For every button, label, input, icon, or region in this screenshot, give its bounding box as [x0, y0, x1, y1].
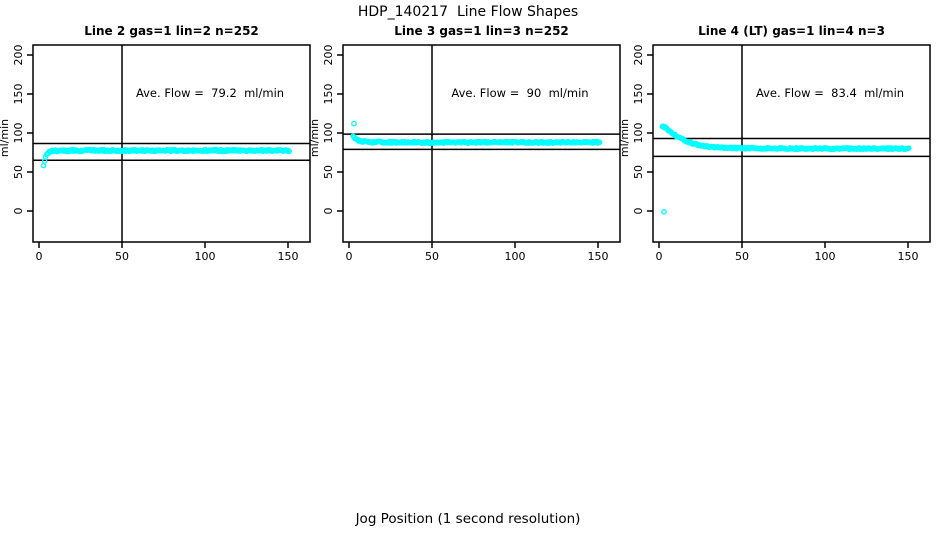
data-points — [40, 146, 292, 169]
annotation-ave-flow: Ave. Flow = 79.2 ml/min — [136, 86, 284, 100]
x-tick-label: 50 — [735, 250, 749, 263]
plot-svg: Line 2 gas=1 lin=2 n=252 0 50 100 150 200 ml/m… — [0, 24, 311, 263]
outlier-point — [661, 208, 667, 215]
y-tick-label: 200 — [322, 45, 335, 66]
y-tick-label: 200 — [632, 45, 645, 66]
x-tick-label: 100 — [195, 250, 216, 263]
x-tick-label: 150 — [898, 250, 919, 263]
y-axis-title: ml/min — [310, 119, 321, 157]
plot-svg: Line 4 (LT) gas=1 lin=4 n=3 0 50 100 150 200 m… — [620, 24, 931, 263]
figure-title: HDP_140217 Line Flow Shapes — [357, 4, 579, 20]
x-tick-label: 150 — [278, 250, 299, 263]
outlier-points — [351, 120, 357, 127]
flow-band-lines — [343, 133, 620, 151]
y-tick-label: 0 — [12, 208, 25, 215]
y-axis-ticks: 0 50 100 150 200 — [12, 45, 33, 215]
flow-band-lines — [33, 142, 310, 162]
outlier-points — [661, 208, 667, 215]
panel-title: Line 2 gas=1 lin=2 n=252 — [84, 24, 259, 38]
x-tick-label: 0 — [656, 250, 663, 263]
panel-line-3: Line 3 gas=1 lin=3 n=252 0 50 100 150 200 ml/m… — [310, 20, 622, 282]
x-axis-ticks: 0 50 100 150 — [36, 242, 299, 263]
x-tick-label: 150 — [588, 250, 609, 263]
plot-svg: Line 3 gas=1 lin=3 n=252 0 50 100 150 200 ml/m… — [310, 24, 621, 263]
panel-title: Line 4 (LT) gas=1 lin=4 n=3 — [698, 24, 885, 38]
x-tick-label: 100 — [505, 250, 526, 263]
data-points — [350, 133, 603, 146]
y-tick-label: 50 — [12, 165, 25, 179]
panel-title: Line 3 gas=1 lin=3 n=252 — [394, 24, 569, 38]
y-tick-label: 0 — [632, 208, 645, 215]
y-tick-label: 200 — [12, 45, 25, 66]
y-tick-label: 150 — [322, 84, 335, 105]
y-axis-title: ml/min — [0, 119, 11, 157]
y-tick-label: 50 — [632, 165, 645, 179]
x-tick-label: 0 — [346, 250, 353, 263]
annotation-ave-flow: Ave. Flow = 83.4 ml/min — [756, 86, 904, 100]
y-tick-label: 100 — [322, 123, 335, 144]
panel-line-2: Line 2 gas=1 lin=2 n=252 0 50 100 150 200 ml/m… — [0, 20, 312, 282]
x-tick-label: 100 — [815, 250, 836, 263]
flow-band-lines — [653, 137, 930, 158]
plot-box — [652, 44, 931, 243]
y-tick-label: 50 — [322, 165, 335, 179]
x-axis-ticks: 0 50 100 150 — [346, 242, 609, 263]
y-axis-title: ml/min — [620, 119, 631, 157]
y-tick-label: 0 — [322, 208, 335, 215]
plot-box — [342, 44, 621, 243]
y-tick-label: 150 — [632, 84, 645, 105]
y-tick-label: 150 — [12, 84, 25, 105]
outlier-point — [351, 120, 357, 127]
x-axis-label: Jog Position (1 second resolution) — [355, 511, 581, 527]
x-tick-label: 50 — [425, 250, 439, 263]
x-axis-ticks: 0 50 100 150 — [656, 242, 919, 263]
annotation-ave-flow: Ave. Flow = 90 ml/min — [451, 86, 588, 100]
y-axis-ticks: 0 50 100 150 200 — [322, 45, 343, 215]
y-axis-ticks: 0 50 100 150 200 — [632, 45, 653, 215]
panel-line-4: Line 4 (LT) gas=1 lin=4 n=3 0 50 100 150 200 m… — [620, 20, 932, 282]
x-tick-label: 50 — [115, 250, 129, 263]
y-tick-label: 100 — [12, 123, 25, 144]
y-tick-label: 100 — [632, 123, 645, 144]
x-tick-label: 0 — [36, 250, 43, 263]
data-points — [659, 123, 912, 153]
